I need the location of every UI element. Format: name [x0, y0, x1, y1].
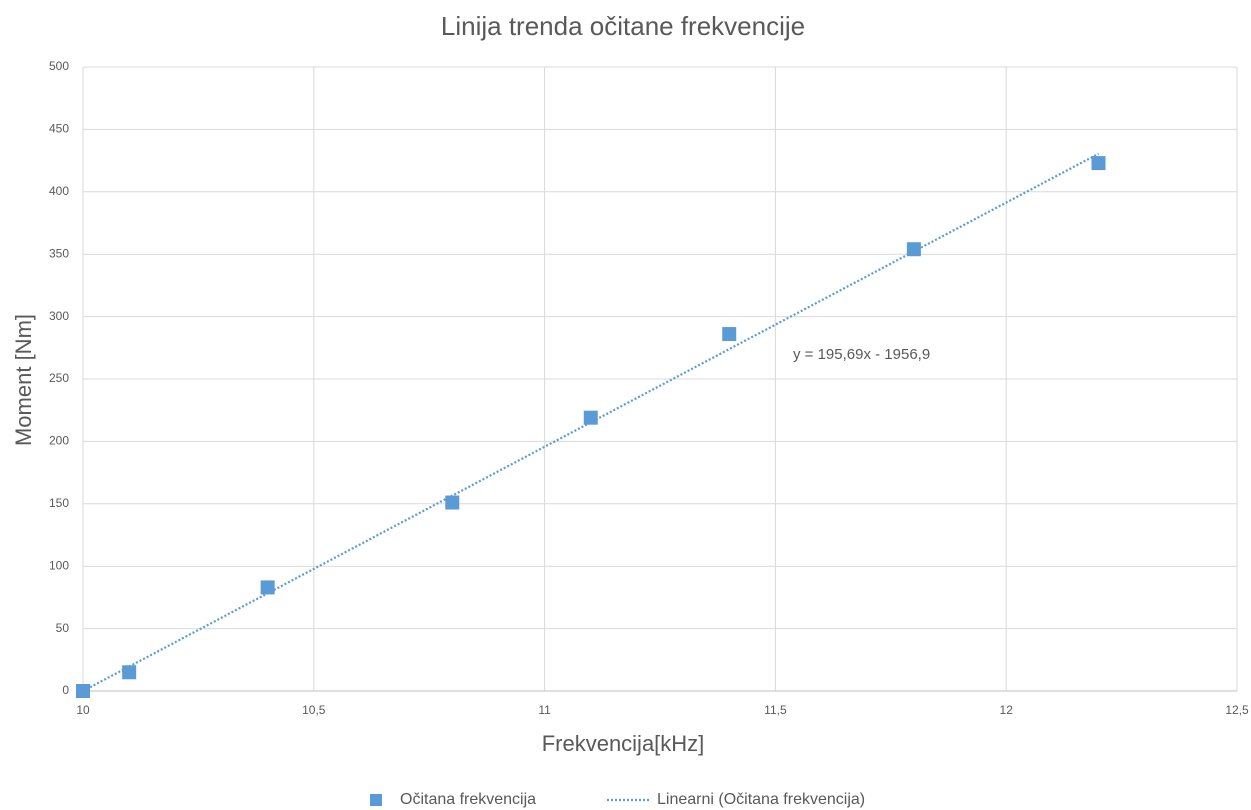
point: [722, 327, 737, 342]
x-tick-label: 10,5: [302, 703, 326, 717]
point: [260, 580, 275, 595]
legend-label: Očitana frekvencija: [400, 791, 536, 808]
y-tick-label: 50: [56, 621, 70, 635]
y-tick-label: 350: [49, 246, 69, 260]
point: [583, 410, 598, 425]
point: [122, 665, 137, 680]
chart-title: Linija trenda očitane frekvencije: [441, 11, 805, 41]
y-tick-label: 300: [49, 309, 69, 323]
y-tick-label: 0: [62, 683, 69, 697]
y-tick-label: 250: [49, 371, 69, 385]
y-tick-label: 200: [49, 434, 69, 448]
x-tick-label: 11: [538, 703, 551, 717]
point: [445, 495, 460, 510]
y-tick-label: 500: [49, 59, 69, 73]
trendline: [82, 152, 1100, 692]
trendline-equation: y = 195,69x - 1956,9: [793, 346, 930, 363]
y-axis-label: Moment [Nm]: [11, 314, 36, 446]
x-tick-label: 10: [76, 703, 90, 717]
point: [76, 684, 90, 698]
legend-label: Linearni (Očitana frekvencija): [657, 791, 865, 808]
point: [1091, 156, 1106, 171]
legend-swatch: [370, 794, 382, 806]
x-tick-label: 12: [1000, 703, 1014, 717]
x-axis-label: Frekvencija[kHz]: [542, 731, 705, 756]
y-tick-label: 450: [49, 122, 69, 136]
y-tick-label: 400: [49, 184, 69, 198]
point: [906, 242, 921, 257]
y-tick-label: 100: [49, 558, 69, 572]
x-tick-label: 12,5: [1225, 703, 1249, 717]
y-tick-label: 150: [49, 496, 69, 510]
x-tick-label: 11,5: [764, 703, 787, 717]
